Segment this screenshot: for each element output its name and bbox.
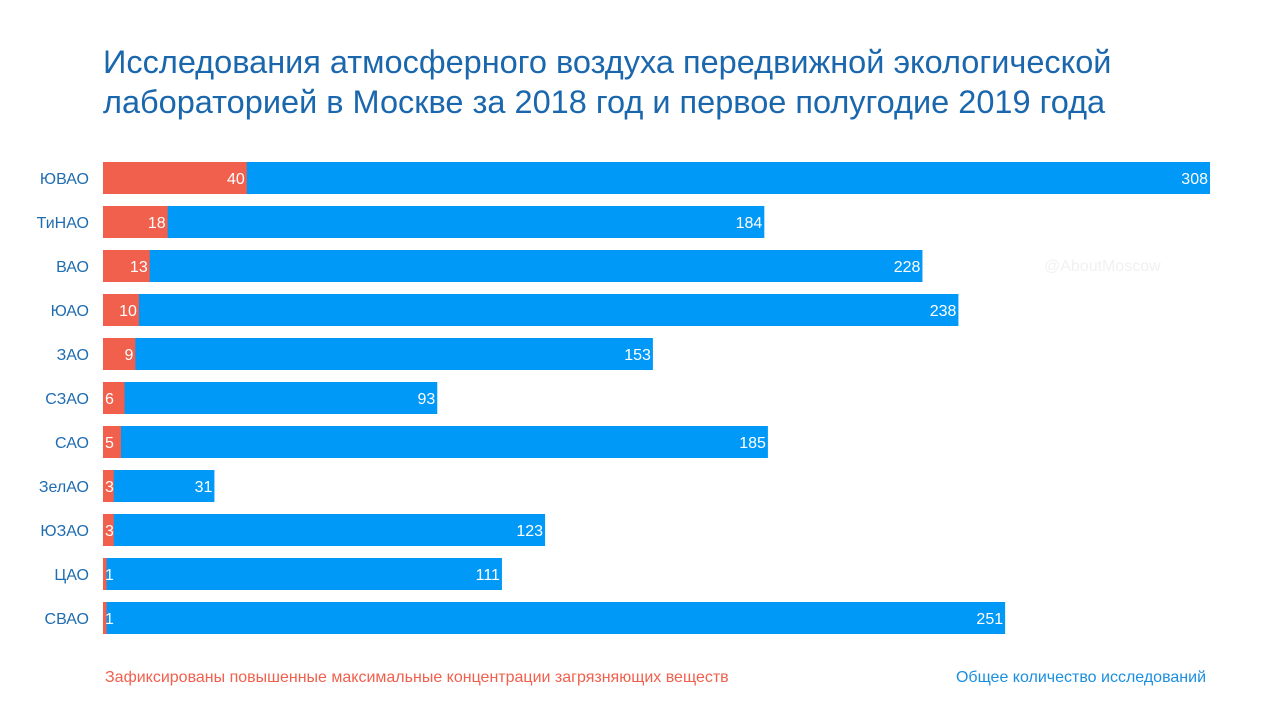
value-label-total: 308 <box>1181 171 1208 188</box>
bar-total <box>103 382 438 414</box>
bar-exceed <box>103 426 121 458</box>
category-label: ЗАО <box>57 347 89 364</box>
bar-total <box>103 294 959 326</box>
bar-total <box>103 470 215 502</box>
value-label-exceed: 1 <box>105 611 114 628</box>
chart-title: Исследования атмосферного воздуха передв… <box>103 44 1112 120</box>
bar-total <box>103 426 768 458</box>
value-label-total: 251 <box>976 611 1003 628</box>
value-label-exceed: 10 <box>119 303 137 320</box>
bar-total <box>103 602 1006 634</box>
value-label-total: 111 <box>476 567 500 584</box>
value-label-total: 153 <box>624 347 651 364</box>
value-label-exceed: 3 <box>105 523 114 540</box>
legend-exceed: Зафиксированы повышенные максимальные ко… <box>105 669 729 686</box>
value-label-exceed: 13 <box>130 259 148 276</box>
bar-exceed <box>103 162 247 194</box>
value-label-exceed: 5 <box>105 435 114 452</box>
value-label-total: 31 <box>195 479 213 496</box>
category-label: ЮЗАО <box>40 523 89 540</box>
bar-total <box>103 338 653 370</box>
bar-exceed <box>103 382 125 414</box>
value-label-total: 238 <box>930 303 957 320</box>
bar-total <box>103 558 502 590</box>
bar-total <box>103 514 546 546</box>
category-label: ВАО <box>56 259 89 276</box>
value-label-exceed: 6 <box>105 391 114 408</box>
value-label-total: 123 <box>516 523 543 540</box>
bar-total <box>103 162 1210 194</box>
bar-exceed <box>103 470 114 502</box>
bar-exceed <box>103 250 150 282</box>
category-label: ЮАО <box>51 303 89 320</box>
bar-exceed <box>103 206 168 238</box>
legend-total: Общее количество исследований <box>955 669 1206 686</box>
watermark: @AboutMoscow <box>1044 258 1161 275</box>
category-label: ЦАО <box>54 567 89 584</box>
value-label-total: 185 <box>739 435 766 452</box>
bar-exceed <box>103 294 139 326</box>
bar-total <box>103 250 923 282</box>
value-label-exceed: 3 <box>105 479 114 496</box>
category-label: ТиНАО <box>37 215 89 232</box>
bar-exceed <box>103 514 114 546</box>
category-label: ЮВАО <box>40 171 89 188</box>
bar-total <box>103 206 765 238</box>
value-label-exceed: 1 <box>105 567 114 584</box>
category-label: СВАО <box>45 611 89 628</box>
value-label-exceed: 9 <box>124 347 133 364</box>
value-label-total: 93 <box>417 391 435 408</box>
category-label: СЗАО <box>45 391 89 408</box>
value-label-exceed: 18 <box>148 215 166 232</box>
bar-exceed <box>103 558 107 590</box>
category-label: САО <box>55 435 89 452</box>
bar-exceed <box>103 602 107 634</box>
category-label: ЗелАО <box>39 479 89 496</box>
value-label-total: 228 <box>894 259 921 276</box>
bar-exceed <box>103 338 136 370</box>
value-label-exceed: 40 <box>227 171 245 188</box>
value-label-total: 184 <box>736 215 763 232</box>
